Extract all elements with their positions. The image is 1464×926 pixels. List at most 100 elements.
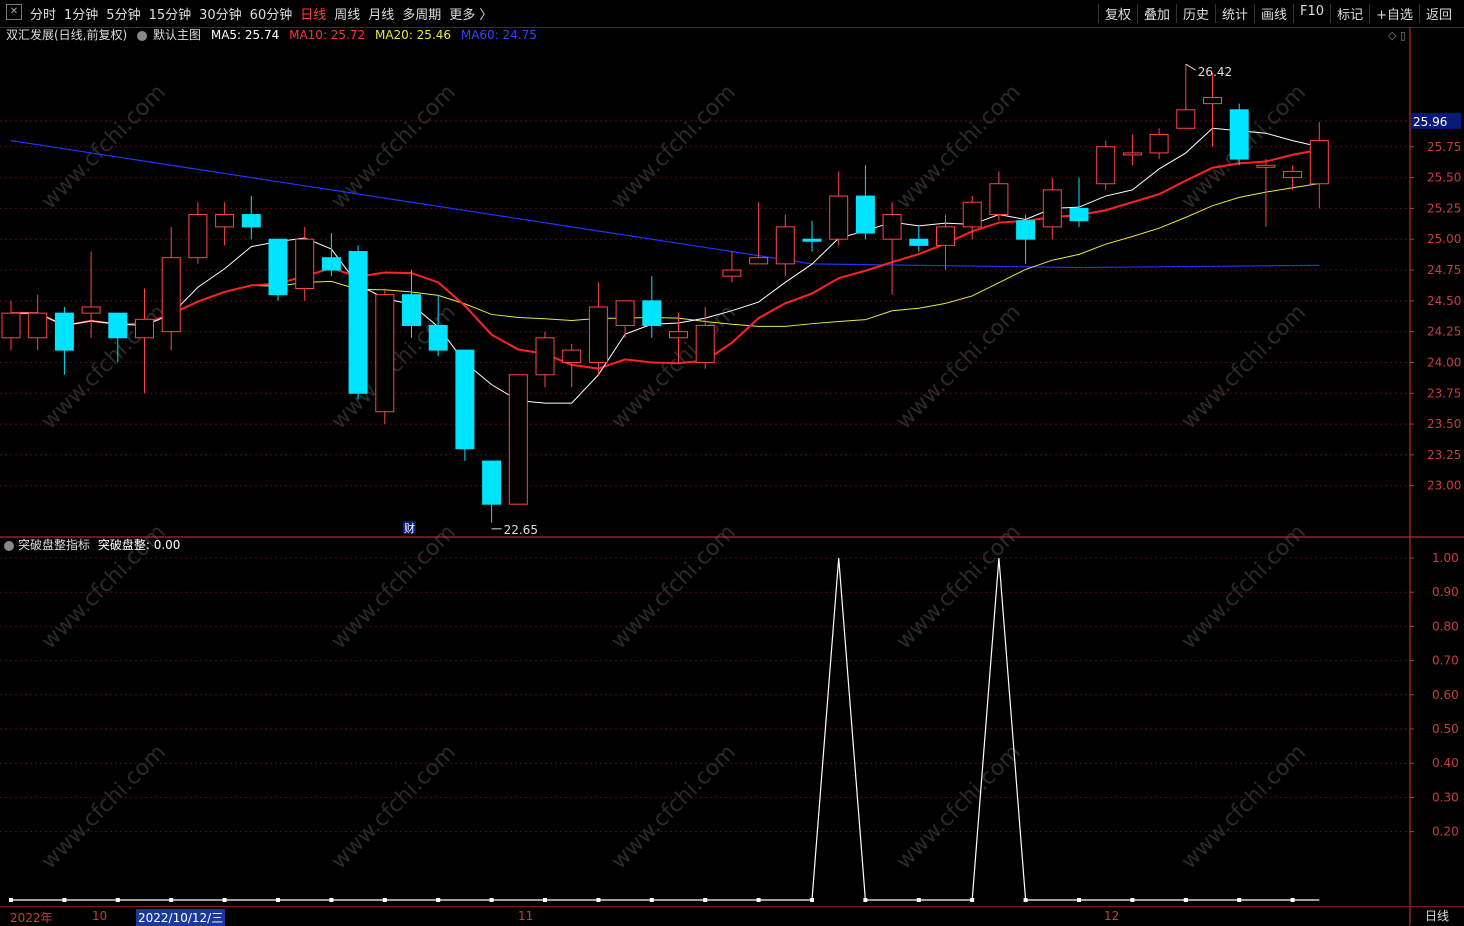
- fuquan-button[interactable]: 复权: [1097, 4, 1137, 23]
- candle-up: [81, 306, 101, 314]
- indicator-point: [1023, 898, 1028, 902]
- indicator-point: [863, 898, 868, 902]
- candle-up: [1309, 140, 1329, 185]
- watermark-text: www.cfchi.com: [327, 740, 461, 874]
- watermark-text: www.cfchi.com: [892, 740, 1026, 874]
- candle-down: [1069, 207, 1089, 222]
- low-label: 22.65: [504, 523, 538, 537]
- watermark-text: www.cfchi.com: [1177, 300, 1311, 434]
- indicator-point: [543, 898, 547, 902]
- indicator-layer: [9, 557, 1320, 902]
- template-name[interactable]: 默认主图: [153, 28, 202, 42]
- indicator-point: [1290, 898, 1295, 902]
- price-tick-label: 25.00: [1427, 232, 1461, 246]
- tab-15min[interactable]: 15分钟: [148, 8, 192, 23]
- tab-weekly[interactable]: 周线: [334, 8, 361, 23]
- price-tick-label: 24.75: [1427, 263, 1461, 277]
- tab-fenshi[interactable]: 分时: [30, 8, 57, 23]
- date-m11: 11: [518, 909, 534, 923]
- indicator-point: [916, 898, 921, 902]
- add-watchlist-button[interactable]: +自选: [1369, 4, 1419, 23]
- candles-layer: [1, 64, 1329, 523]
- candle-up: [962, 201, 982, 228]
- indicator-point: [276, 898, 280, 902]
- tab-30min[interactable]: 30分钟: [199, 8, 242, 23]
- ma20-label: MA20: 25.46: [374, 28, 452, 42]
- price-tick-label: 24.50: [1427, 294, 1461, 308]
- candle-up: [695, 324, 715, 363]
- date-m12: 12: [1104, 909, 1120, 923]
- main-info-bar: 双汇发展(日线,前复权) 默认主图 MA5: 25.74 MA10: 25.72…: [6, 27, 543, 43]
- ma5-line: [11, 127, 1320, 404]
- candle-down: [241, 214, 261, 228]
- tab-60min[interactable]: 60分钟: [249, 8, 293, 23]
- indicator-tick-label: 0.90: [1432, 585, 1459, 599]
- watermark-text: www.cfchi.com: [1177, 740, 1311, 874]
- collapse-icon[interactable]: ✕: [6, 4, 22, 20]
- period-label[interactable]: 日线: [1409, 906, 1464, 926]
- tab-monthly[interactable]: 月线: [368, 8, 395, 23]
- draw-button[interactable]: 画线: [1254, 4, 1293, 23]
- candle-up: [1042, 189, 1062, 228]
- ma60-line: [10, 140, 1320, 269]
- f10-button[interactable]: F10: [1293, 4, 1330, 23]
- candle-down: [802, 238, 822, 242]
- candle-down: [54, 312, 74, 351]
- indicator-point: [970, 898, 975, 902]
- candle-up: [1203, 96, 1222, 105]
- ma10-label: MA10: 25.72: [289, 28, 366, 42]
- candle-down: [455, 349, 475, 450]
- candle-up: [882, 214, 902, 240]
- back-button[interactable]: 返回: [1418, 4, 1458, 23]
- high-label: 26.42: [1198, 65, 1232, 79]
- indicator-tick-label: 0.40: [1432, 756, 1459, 770]
- overlay-button[interactable]: 叠加: [1136, 4, 1176, 23]
- window-icon[interactable]: ▯: [1399, 29, 1406, 42]
- candle-down: [1016, 220, 1036, 240]
- watermark-text: www.cfchi.com: [37, 740, 171, 874]
- candle-up: [749, 257, 769, 265]
- candle-down: [1229, 109, 1249, 160]
- current-price-box: [1411, 112, 1461, 129]
- date-cursor: 2022/10/12/三: [136, 909, 226, 926]
- candle-down: [268, 238, 288, 296]
- ma5-label: MA5: 25.74: [210, 28, 280, 42]
- tab-daily[interactable]: 日线: [300, 8, 327, 23]
- date-axis: 2022年 10 2022/10/12/三 11 12: [0, 906, 1410, 926]
- indicator-point: [1237, 898, 1242, 902]
- candle-down: [482, 460, 502, 505]
- indicator-point: [703, 898, 708, 902]
- indicator-point: [596, 898, 601, 902]
- ma-lines: [10, 127, 1320, 404]
- price-tick-label: 25.25: [1427, 201, 1461, 215]
- candle-up: [562, 349, 582, 363]
- candle-up: [1096, 146, 1116, 185]
- mark-button[interactable]: 标记: [1330, 4, 1369, 23]
- tab-more[interactable]: 更多 〉: [449, 8, 493, 23]
- indicator-name[interactable]: 突破盘整指标: [18, 538, 91, 552]
- tab-multi-period[interactable]: 多周期: [402, 8, 442, 23]
- date-m10: 10: [92, 909, 108, 923]
- candle-up: [161, 257, 181, 333]
- stats-button[interactable]: 统计: [1215, 4, 1254, 23]
- diamond-icon[interactable]: ◇: [1387, 29, 1397, 42]
- history-button[interactable]: 历史: [1175, 4, 1215, 23]
- dropdown-circle-icon[interactable]: [137, 30, 148, 41]
- candle-up: [588, 306, 608, 363]
- indicator-dropdown-icon[interactable]: [4, 540, 14, 551]
- candle-up: [722, 269, 742, 277]
- candle-down: [321, 257, 341, 271]
- candle-down: [909, 238, 929, 246]
- candle-up: [1, 312, 21, 339]
- tab-1min[interactable]: 1分钟: [64, 8, 99, 23]
- indicator-point: [222, 898, 227, 902]
- indicator-point: [810, 898, 814, 902]
- candle-down: [855, 195, 875, 234]
- candle-up: [669, 331, 688, 339]
- price-tick-label: 24.25: [1427, 325, 1461, 339]
- price-tick-label: 25.50: [1427, 171, 1461, 185]
- tab-5min[interactable]: 5分钟: [106, 8, 141, 23]
- candle-up: [829, 195, 849, 240]
- period-tabs: ✕ 分时 1分钟 5分钟 15分钟 30分钟 60分钟 日线 周线 月线 多周期…: [6, 4, 500, 23]
